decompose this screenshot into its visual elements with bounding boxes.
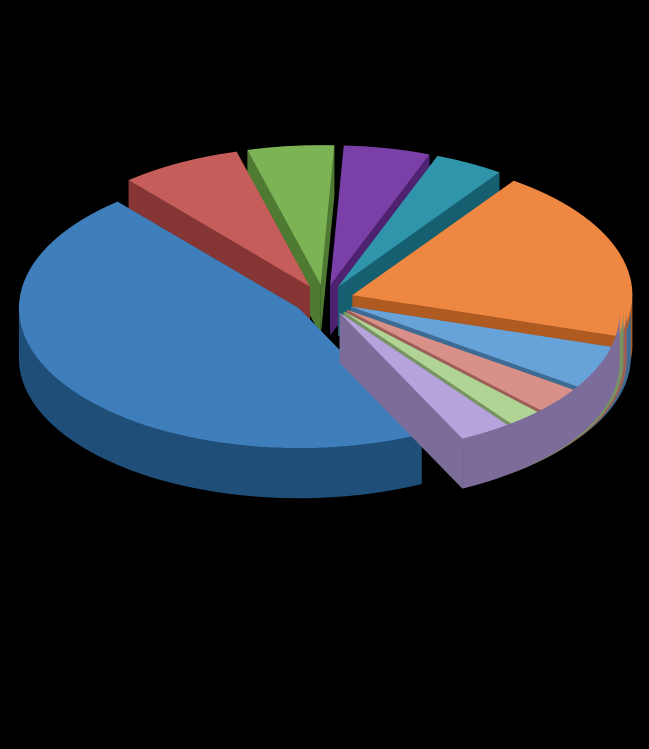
pie-chart: [0, 0, 649, 749]
